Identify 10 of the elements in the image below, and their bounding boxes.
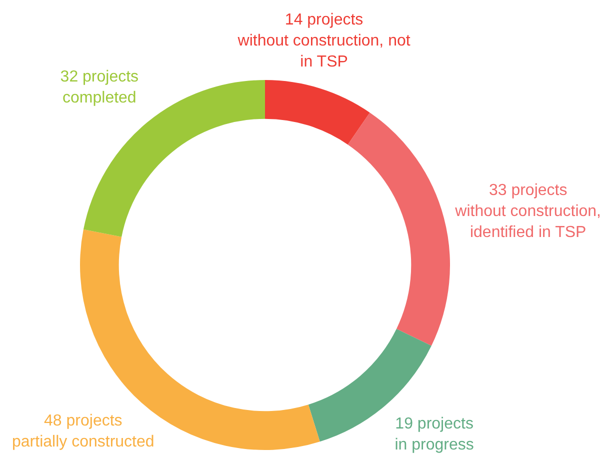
- data-label: 33 projects: [488, 182, 568, 200]
- data-label: 19 projects: [395, 415, 474, 432]
- data-label: 14 projects: [284, 11, 364, 28]
- slice-label: completed: [62, 90, 136, 107]
- data-label: 48 projects: [44, 412, 122, 430]
- slice-label: partially constructed: [12, 433, 154, 450]
- slice-label: without construction, identified in TSP: [454, 203, 602, 242]
- data-label: 32 projects: [60, 68, 139, 86]
- slice-label: in progress: [394, 436, 474, 454]
- slice-label: without construction, not in TSP: [236, 32, 411, 70]
